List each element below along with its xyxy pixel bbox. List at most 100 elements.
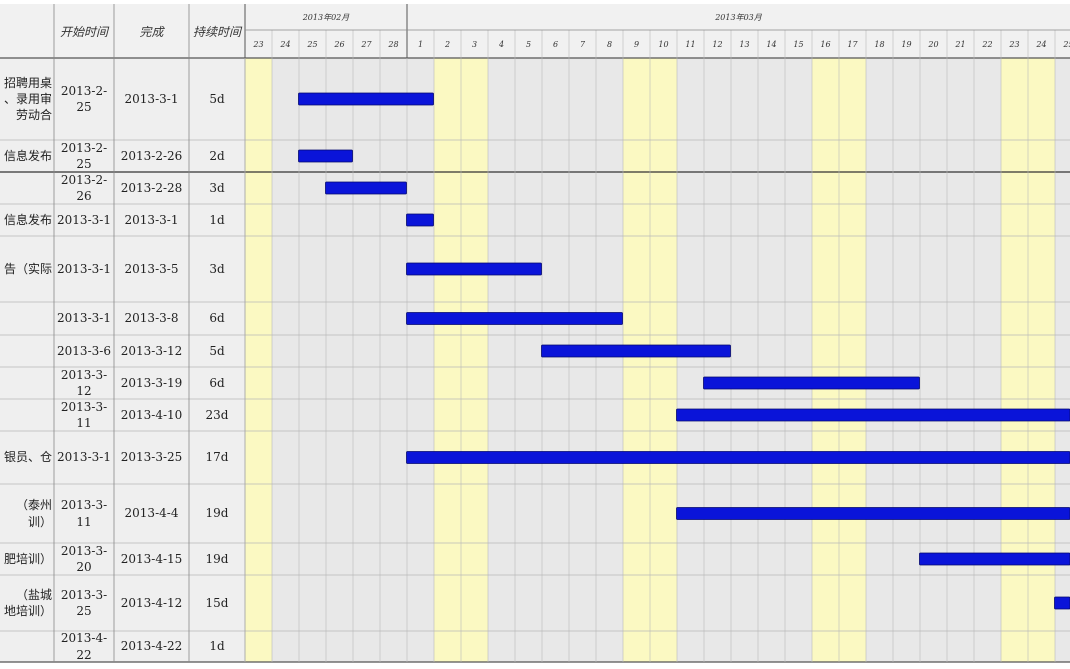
task-name: （泰州 训） [15,498,52,529]
day-column [353,58,380,662]
task-finish: 2013-3-25 [120,450,183,465]
task-duration: 5d [209,91,225,106]
day-label: 3 [471,39,478,49]
day-label: 7 [579,39,586,49]
day-column [839,58,866,662]
task-duration: 17d [205,450,229,465]
day-label: 6 [552,39,559,49]
task-start: 2013-4-22 [60,631,108,662]
column-header-finish: 完成 [139,24,164,39]
task-finish: 2013-4-15 [120,551,183,566]
day-label: 25 [1063,39,1070,49]
day-column [920,58,947,662]
day-label: 11 [685,39,696,49]
task-name: 肥培训） [3,551,52,566]
task-start: 2013-3-1 [57,212,111,227]
day-label: 10 [658,39,669,49]
task-bar [1054,596,1070,610]
task-bar [919,552,1070,566]
task-start: 2013-3-12 [60,367,108,398]
day-column [515,58,542,662]
day-column [677,58,704,662]
task-finish: 2013-3-8 [124,311,179,326]
task-finish: 2013-3-5 [124,261,179,276]
day-label: 21 [955,39,966,49]
day-column [488,58,515,662]
day-column [380,58,407,662]
task-name: 信息发布 [3,212,52,227]
task-name: 告（实际 [3,261,52,276]
task-name: 银员、仓 [3,450,52,465]
column-header-duration: 持续时间 [192,24,241,39]
day-label: 23 [253,39,264,49]
task-finish: 2013-4-10 [120,407,183,422]
task-name: 信息发布 [3,148,52,163]
task-duration: 19d [205,551,229,566]
task-duration: 15d [205,595,229,610]
task-bar [298,149,353,163]
task-duration: 23d [205,407,229,422]
day-label: 17 [847,39,858,49]
day-column [866,58,893,662]
task-finish: 2013-3-1 [124,212,179,227]
day-column [272,58,299,662]
task-finish: 2013-3-12 [120,343,183,358]
task-finish: 2013-4-4 [124,506,179,521]
task-name: 招聘用桌 、录用审 劳动合 [3,75,52,123]
task-bar [541,344,731,358]
day-label: 12 [712,39,723,49]
task-bar [406,312,623,325]
day-column [596,58,623,662]
day-column [758,58,785,662]
day-column [299,58,326,662]
header-background [0,4,1070,58]
day-label: 4 [498,39,505,49]
day-label: 27 [361,39,372,49]
day-column [623,58,650,662]
day-label: 26 [334,39,345,49]
day-column [542,58,569,662]
task-bar [406,213,434,227]
day-column [569,58,596,662]
day-label: 9 [633,39,640,49]
day-label: 18 [874,39,885,49]
day-label: 22 [982,39,993,49]
day-label: 2 [444,39,451,49]
day-label: 24 [280,39,291,49]
task-start: 2013-2-25 [60,140,108,171]
day-column [1001,58,1028,662]
day-label: 28 [388,39,399,49]
month-label: 2013年02月 [302,12,350,22]
table-body-background [0,58,245,662]
task-bar [325,181,407,195]
task-bar [676,507,1070,520]
task-finish: 2013-2-28 [120,180,183,195]
day-label: 14 [766,39,777,49]
task-duration: 3d [209,180,225,195]
task-finish: 2013-3-19 [120,375,183,390]
task-start: 2013-3-1 [57,261,111,276]
task-finish: 2013-3-1 [124,91,179,106]
day-label: 15 [793,39,804,49]
task-duration: 19d [205,506,229,521]
day-column [1028,58,1055,662]
task-duration: 6d [209,311,225,326]
task-start: 2013-3-25 [60,587,108,618]
day-column [650,58,677,662]
day-column [704,58,731,662]
day-label: 1 [417,39,424,49]
task-bar [406,451,1070,464]
day-label: 16 [820,39,831,49]
task-finish: 2013-2-26 [120,148,183,163]
day-column [893,58,920,662]
day-column [245,58,272,662]
task-start: 2013-3-6 [57,343,111,358]
day-label: 25 [307,39,318,49]
day-column [947,58,974,662]
task-name: （盐城 地培训） [3,587,52,618]
task-finish: 2013-4-12 [120,595,183,610]
day-label: 20 [928,39,939,49]
day-label: 19 [901,39,912,49]
month-label: 2013年03月 [715,12,762,22]
